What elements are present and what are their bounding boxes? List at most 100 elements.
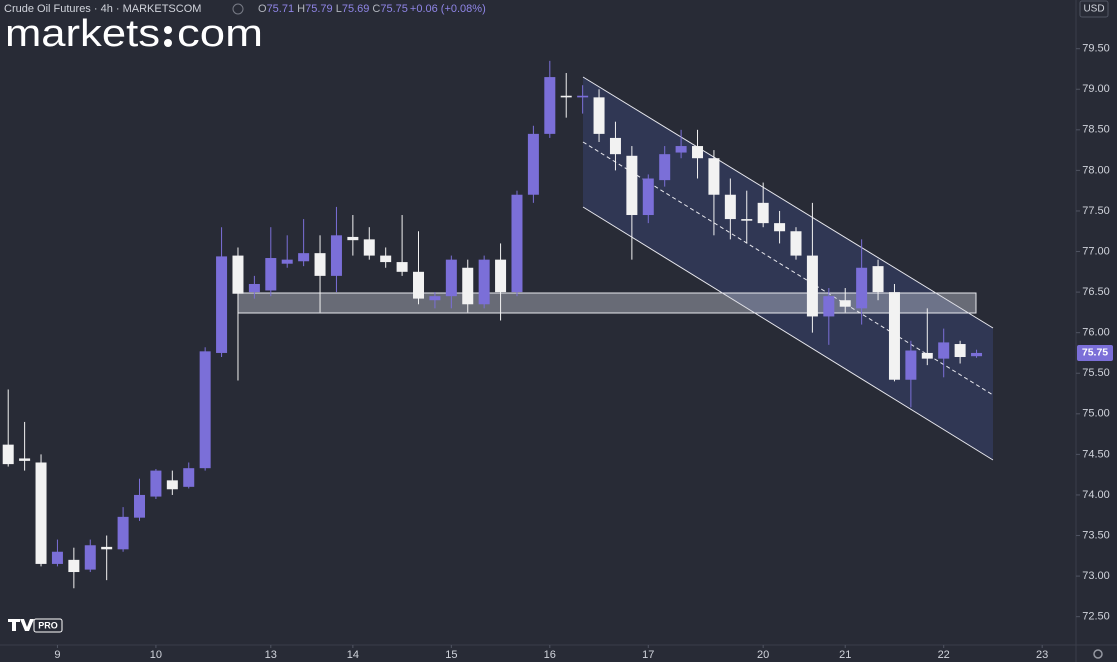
candle-body bbox=[462, 267, 474, 305]
candle-body bbox=[183, 468, 195, 487]
candle-body bbox=[577, 95, 589, 98]
candle-body bbox=[839, 300, 851, 307]
last-price-box bbox=[1077, 344, 1113, 361]
candle-body bbox=[51, 551, 63, 564]
x-tick-label: 20 bbox=[757, 649, 769, 661]
candle-body bbox=[134, 494, 146, 518]
channel-lower bbox=[582, 206, 994, 461]
change: +0.06 (+0.08%) bbox=[410, 3, 486, 15]
candle-body bbox=[544, 77, 556, 134]
x-tick-label: 17 bbox=[642, 649, 654, 661]
channel-upper bbox=[582, 76, 994, 329]
x-tick-label: 13 bbox=[265, 649, 277, 661]
y-tick-label: 73.50 bbox=[1082, 529, 1110, 541]
x-tick-label: 9 bbox=[54, 649, 60, 661]
candle-body bbox=[232, 255, 244, 294]
candle-body bbox=[659, 154, 671, 181]
candle-body bbox=[117, 516, 129, 550]
logo-suffix: com bbox=[177, 13, 263, 55]
ohlc-value: 75.75 bbox=[380, 3, 408, 15]
candle-body bbox=[692, 146, 704, 159]
candle-body bbox=[724, 194, 736, 220]
candle-body bbox=[905, 350, 917, 380]
y-tick-label: 79.50 bbox=[1082, 43, 1110, 55]
candle-body bbox=[478, 259, 490, 305]
x-tick-label: 15 bbox=[445, 649, 457, 661]
candle-body bbox=[429, 296, 441, 301]
candle-body bbox=[823, 296, 835, 317]
candle-body bbox=[560, 95, 572, 98]
candle-body bbox=[150, 470, 162, 497]
logo-word: markets bbox=[5, 13, 160, 55]
candle-body bbox=[166, 480, 178, 490]
ohlc-key: O bbox=[258, 3, 267, 15]
candle-body bbox=[856, 267, 868, 309]
visibility-icon[interactable] bbox=[232, 3, 244, 15]
last-price-label: 75.75 bbox=[1082, 347, 1108, 359]
chart-title: Crude Oil Futures · 4h · MARKETSCOM bbox=[4, 3, 201, 15]
candle-body bbox=[101, 546, 113, 550]
candle-body bbox=[265, 258, 277, 291]
badge-box bbox=[33, 618, 63, 633]
tv-logo bbox=[8, 619, 34, 631]
settings-icon[interactable] bbox=[1093, 649, 1103, 659]
y-tick-label: 78.50 bbox=[1082, 124, 1110, 136]
candle-body bbox=[527, 133, 539, 195]
candle-body bbox=[445, 259, 457, 297]
candle-body bbox=[199, 351, 211, 469]
candle-body bbox=[938, 342, 950, 359]
candle-body bbox=[363, 239, 375, 256]
candle-body bbox=[708, 158, 720, 195]
candle-body bbox=[330, 235, 342, 276]
candle-body bbox=[593, 97, 605, 134]
y-tick-label: 75.50 bbox=[1082, 367, 1110, 379]
ohlc-key: H bbox=[297, 3, 305, 15]
x-tick-label: 22 bbox=[938, 649, 950, 661]
candles bbox=[2, 60, 983, 589]
candle-body bbox=[872, 266, 884, 293]
candle-body bbox=[675, 146, 687, 153]
logo-dot bbox=[164, 39, 172, 47]
currency-box[interactable] bbox=[1079, 0, 1109, 18]
badge: PRO bbox=[38, 620, 58, 630]
ohlc-legend: O75.71 H75.79 L75.69 C75.75 bbox=[258, 3, 408, 15]
ohlc-key: L bbox=[336, 3, 342, 15]
y-tick-label: 74.50 bbox=[1082, 448, 1110, 460]
x-tick-label: 23 bbox=[1036, 649, 1048, 661]
candle-body bbox=[741, 219, 753, 221]
x-tick-label: 10 bbox=[150, 649, 162, 661]
y-tick-label: 79.00 bbox=[1082, 83, 1110, 95]
candle-body bbox=[921, 352, 933, 359]
candle-body bbox=[413, 271, 425, 299]
x-tick-label: 16 bbox=[544, 649, 556, 661]
candle-body bbox=[2, 444, 14, 465]
x-tick-label: 14 bbox=[347, 649, 359, 661]
y-tick-label: 77.00 bbox=[1082, 245, 1110, 257]
candle-body bbox=[806, 255, 818, 317]
y-tick-label: 78.00 bbox=[1082, 164, 1110, 176]
candle-body bbox=[642, 178, 654, 216]
candle-body bbox=[35, 462, 47, 564]
candle-body bbox=[495, 259, 507, 293]
candle-body bbox=[84, 545, 96, 570]
candle-body bbox=[888, 292, 900, 380]
candle-body bbox=[774, 223, 786, 232]
candle-body bbox=[396, 262, 408, 272]
ohlc-value: 75.69 bbox=[342, 3, 370, 15]
candle-body bbox=[248, 283, 260, 293]
candle-body bbox=[971, 352, 983, 357]
candle-body bbox=[626, 155, 638, 216]
ohlc-value: 75.71 bbox=[267, 3, 295, 15]
ohlc-key: C bbox=[372, 3, 380, 15]
ohlc-value: 75.79 bbox=[305, 3, 333, 15]
candle-body bbox=[609, 137, 621, 155]
candle-body bbox=[298, 253, 310, 262]
candle-body bbox=[68, 559, 80, 573]
candle-body bbox=[954, 344, 966, 358]
currency[interactable]: USD bbox=[1083, 4, 1104, 15]
y-tick-label: 76.00 bbox=[1082, 327, 1110, 339]
y-tick-label: 76.50 bbox=[1082, 286, 1110, 298]
